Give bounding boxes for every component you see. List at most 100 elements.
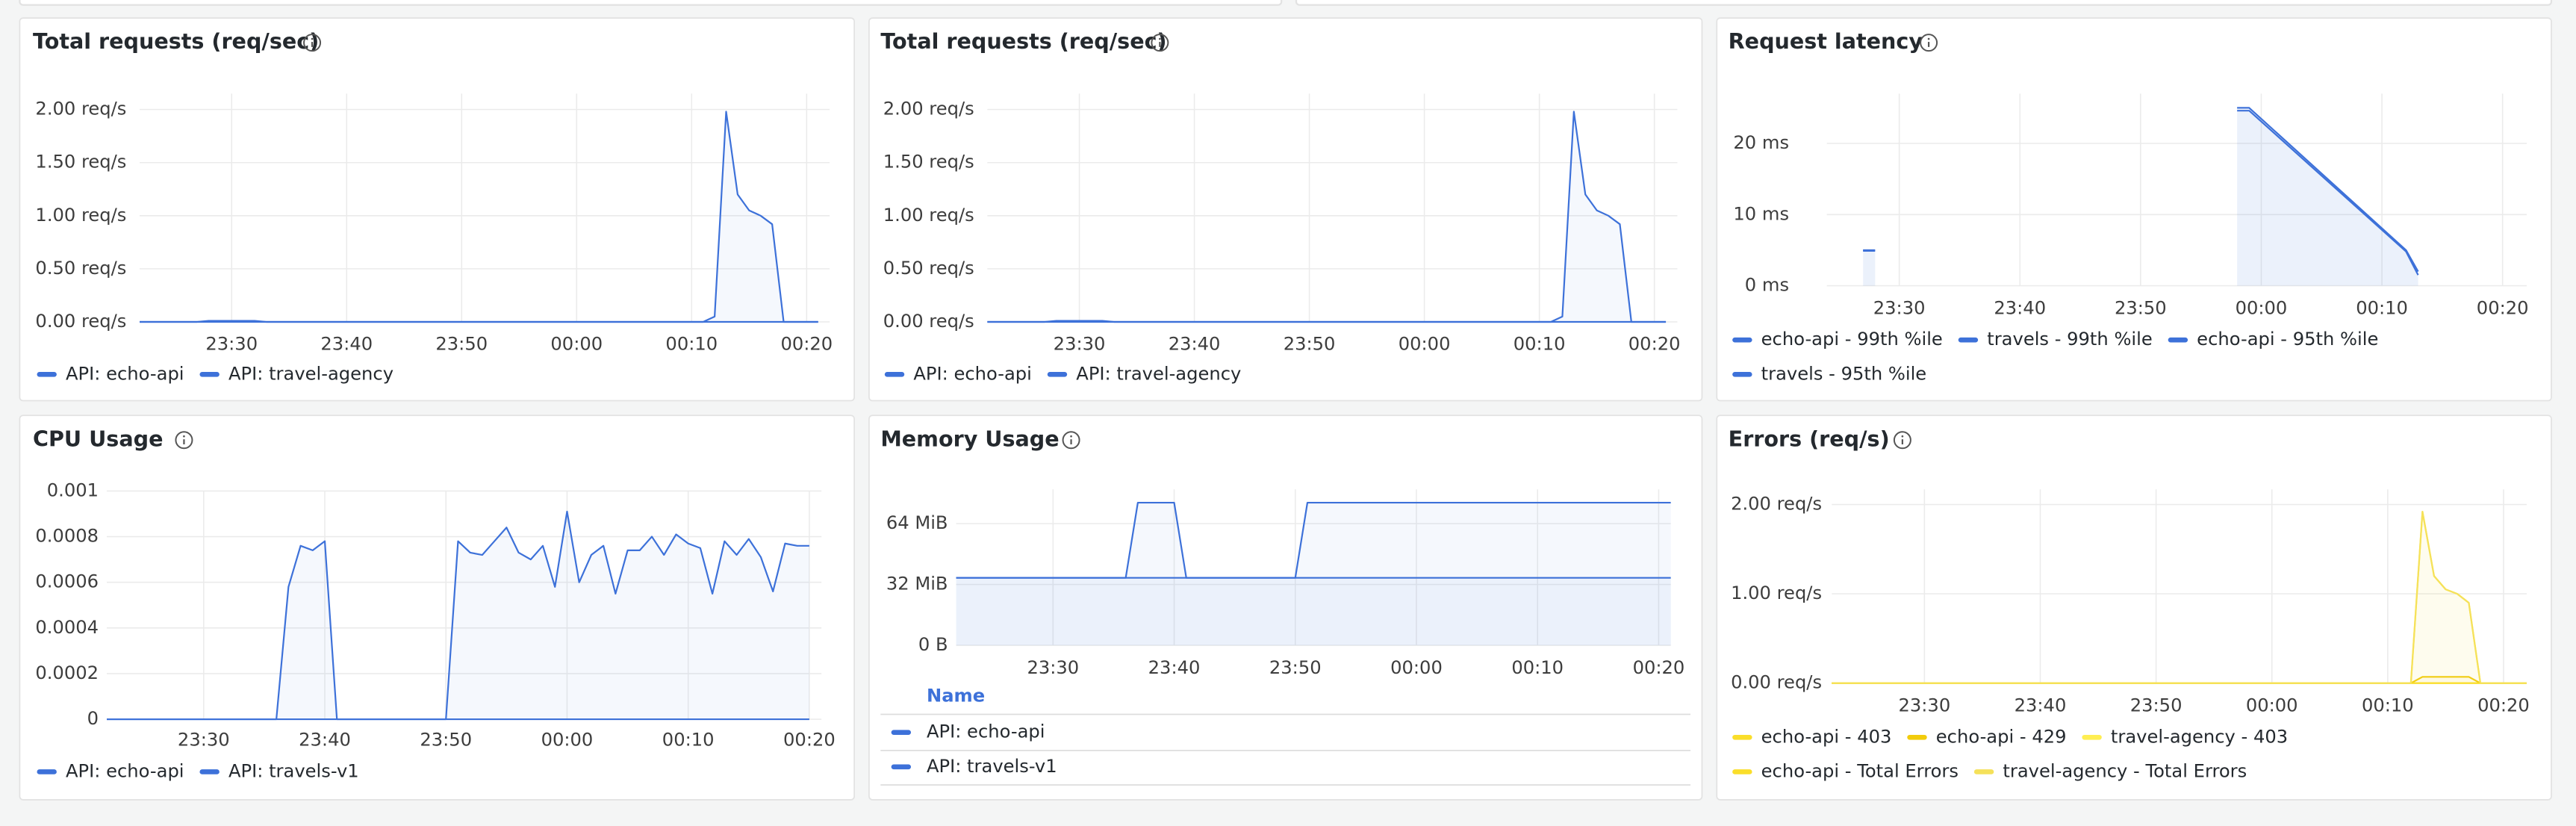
legend-label[interactable]: travels - 95th %ile (1761, 363, 1927, 384)
y-tick-label: 0.00 req/s (35, 311, 126, 332)
y-tick-label: 1.00 req/s (883, 205, 974, 226)
x-tick-label: 23:40 (1148, 657, 1201, 678)
legend-label[interactable]: API: travels-v1 (228, 760, 359, 781)
y-tick-label: 0.50 req/s (35, 258, 126, 279)
info-icon[interactable] (1920, 34, 1938, 52)
legend-label[interactable]: echo-api - 99th %ile (1761, 329, 1943, 350)
x-tick-label: 23:40 (2015, 695, 2067, 715)
legend-label[interactable]: travels - 99th %ile (1987, 329, 2153, 350)
info-icon[interactable] (1062, 431, 1080, 450)
x-tick-label: 00:20 (780, 334, 833, 355)
x-tick-label: 00:00 (1390, 657, 1443, 678)
panel-title: CPU Usage (33, 426, 163, 451)
x-tick-label: 00:10 (2356, 297, 2408, 318)
x-tick-label: 23:40 (1994, 297, 2046, 318)
legend-label[interactable]: travel-agency - Total Errors (2003, 760, 2247, 781)
panel (19, 17, 856, 402)
x-tick-label: 23:50 (2115, 297, 2167, 318)
legend-label[interactable]: API: travel-agency (1076, 363, 1241, 384)
x-tick-label: 00:10 (665, 334, 718, 355)
x-tick-label: 23:30 (1054, 334, 1106, 355)
y-tick-label: 2.00 req/s (883, 99, 974, 119)
x-tick-label: 00:00 (2246, 695, 2298, 715)
panel-title: Total requests (req/sec) (880, 28, 1166, 54)
panel-edge (1295, 0, 2553, 6)
panel (1716, 17, 2552, 402)
legend-label[interactable]: travel-agency - 403 (2111, 726, 2288, 747)
legend-label[interactable]: API: echo-api (66, 760, 184, 781)
y-tick-label: 0.0004 (35, 617, 99, 638)
x-tick-label: 23:50 (435, 334, 488, 355)
legend-label[interactable]: echo-api - Total Errors (1761, 760, 1959, 781)
legend-label[interactable]: echo-api - 429 (1936, 726, 2067, 747)
x-tick-label: 23:30 (178, 730, 230, 751)
legend-header: Name (927, 685, 985, 706)
series-line (1832, 511, 2527, 684)
info-icon[interactable] (175, 431, 193, 450)
y-tick-label: 32 MiB (886, 574, 948, 594)
info-icon-dot (1159, 37, 1161, 40)
info-icon-dot (311, 37, 314, 40)
y-tick-label: 20 ms (1733, 132, 1789, 153)
info-icon-dot (183, 435, 185, 438)
x-tick-label: 23:30 (1027, 657, 1079, 678)
info-icon[interactable] (303, 34, 322, 52)
series-line (987, 320, 1667, 323)
panel (868, 414, 1703, 801)
x-tick-label: 00:10 (1513, 334, 1566, 355)
series-line (107, 510, 809, 721)
series-area (1863, 250, 1876, 286)
info-icon-dot (1901, 435, 1904, 438)
x-tick-label: 00:20 (2477, 695, 2530, 715)
x-tick-label: 00:10 (1511, 657, 1564, 678)
x-tick-label: 23:50 (2130, 695, 2183, 715)
y-tick-label: 0 B (918, 634, 948, 655)
series-line (140, 320, 818, 323)
legend-label[interactable]: API: echo-api (66, 363, 184, 384)
x-tick-label: 00:20 (1628, 334, 1681, 355)
y-tick-label: 1.50 req/s (883, 152, 974, 173)
x-tick-label: 23:40 (320, 334, 373, 355)
series-line (1832, 676, 2527, 684)
legend-label[interactable]: API: travel-agency (228, 363, 393, 384)
x-tick-label: 23:50 (420, 730, 472, 751)
y-tick-label: 0.00 req/s (883, 311, 974, 332)
y-tick-label: 0 (87, 708, 99, 729)
panel-title: Request latency (1729, 28, 1923, 54)
info-icon-dot (1927, 37, 1930, 40)
y-tick-label: 2.00 req/s (1731, 494, 1822, 515)
info-icon[interactable] (1151, 34, 1169, 52)
series-area (1832, 512, 2527, 683)
series-area (987, 111, 1667, 322)
y-tick-label: 0 ms (1745, 275, 1789, 296)
x-tick-label: 23:30 (1899, 695, 1951, 715)
series-line (2237, 107, 2419, 273)
y-tick-label: 0.0002 (35, 662, 99, 683)
legend-label[interactable]: API: echo-api (913, 363, 1032, 384)
info-icon[interactable] (1893, 431, 1911, 450)
panel-title: Errors (req/s) (1729, 426, 1890, 451)
y-tick-label: 0.00 req/s (1731, 672, 1822, 693)
series-area (2237, 111, 2418, 286)
y-tick-label: 0.0008 (35, 526, 99, 547)
legend-label[interactable]: API: travels-v1 (927, 756, 1057, 777)
legend-label[interactable]: API: echo-api (927, 721, 1045, 742)
series-line (2237, 110, 2419, 276)
x-tick-label: 00:00 (1399, 334, 1451, 355)
series-area (1863, 249, 1876, 286)
legend-label[interactable]: echo-api - 95th %ile (2197, 329, 2378, 350)
legend-label[interactable]: echo-api - 403 (1761, 726, 1892, 747)
y-tick-label: 64 MiB (886, 512, 948, 533)
series-line (956, 501, 1671, 579)
panel-title: Total requests (req/sec) (33, 28, 319, 54)
x-tick-label: 23:40 (1169, 334, 1221, 355)
series-area (107, 511, 809, 720)
panel-edge (19, 0, 1283, 6)
y-tick-label: 2.00 req/s (35, 99, 126, 119)
series-area (140, 111, 818, 322)
panel (868, 17, 1703, 402)
x-tick-label: 00:00 (541, 730, 594, 751)
x-tick-label: 23:30 (1873, 297, 1926, 318)
